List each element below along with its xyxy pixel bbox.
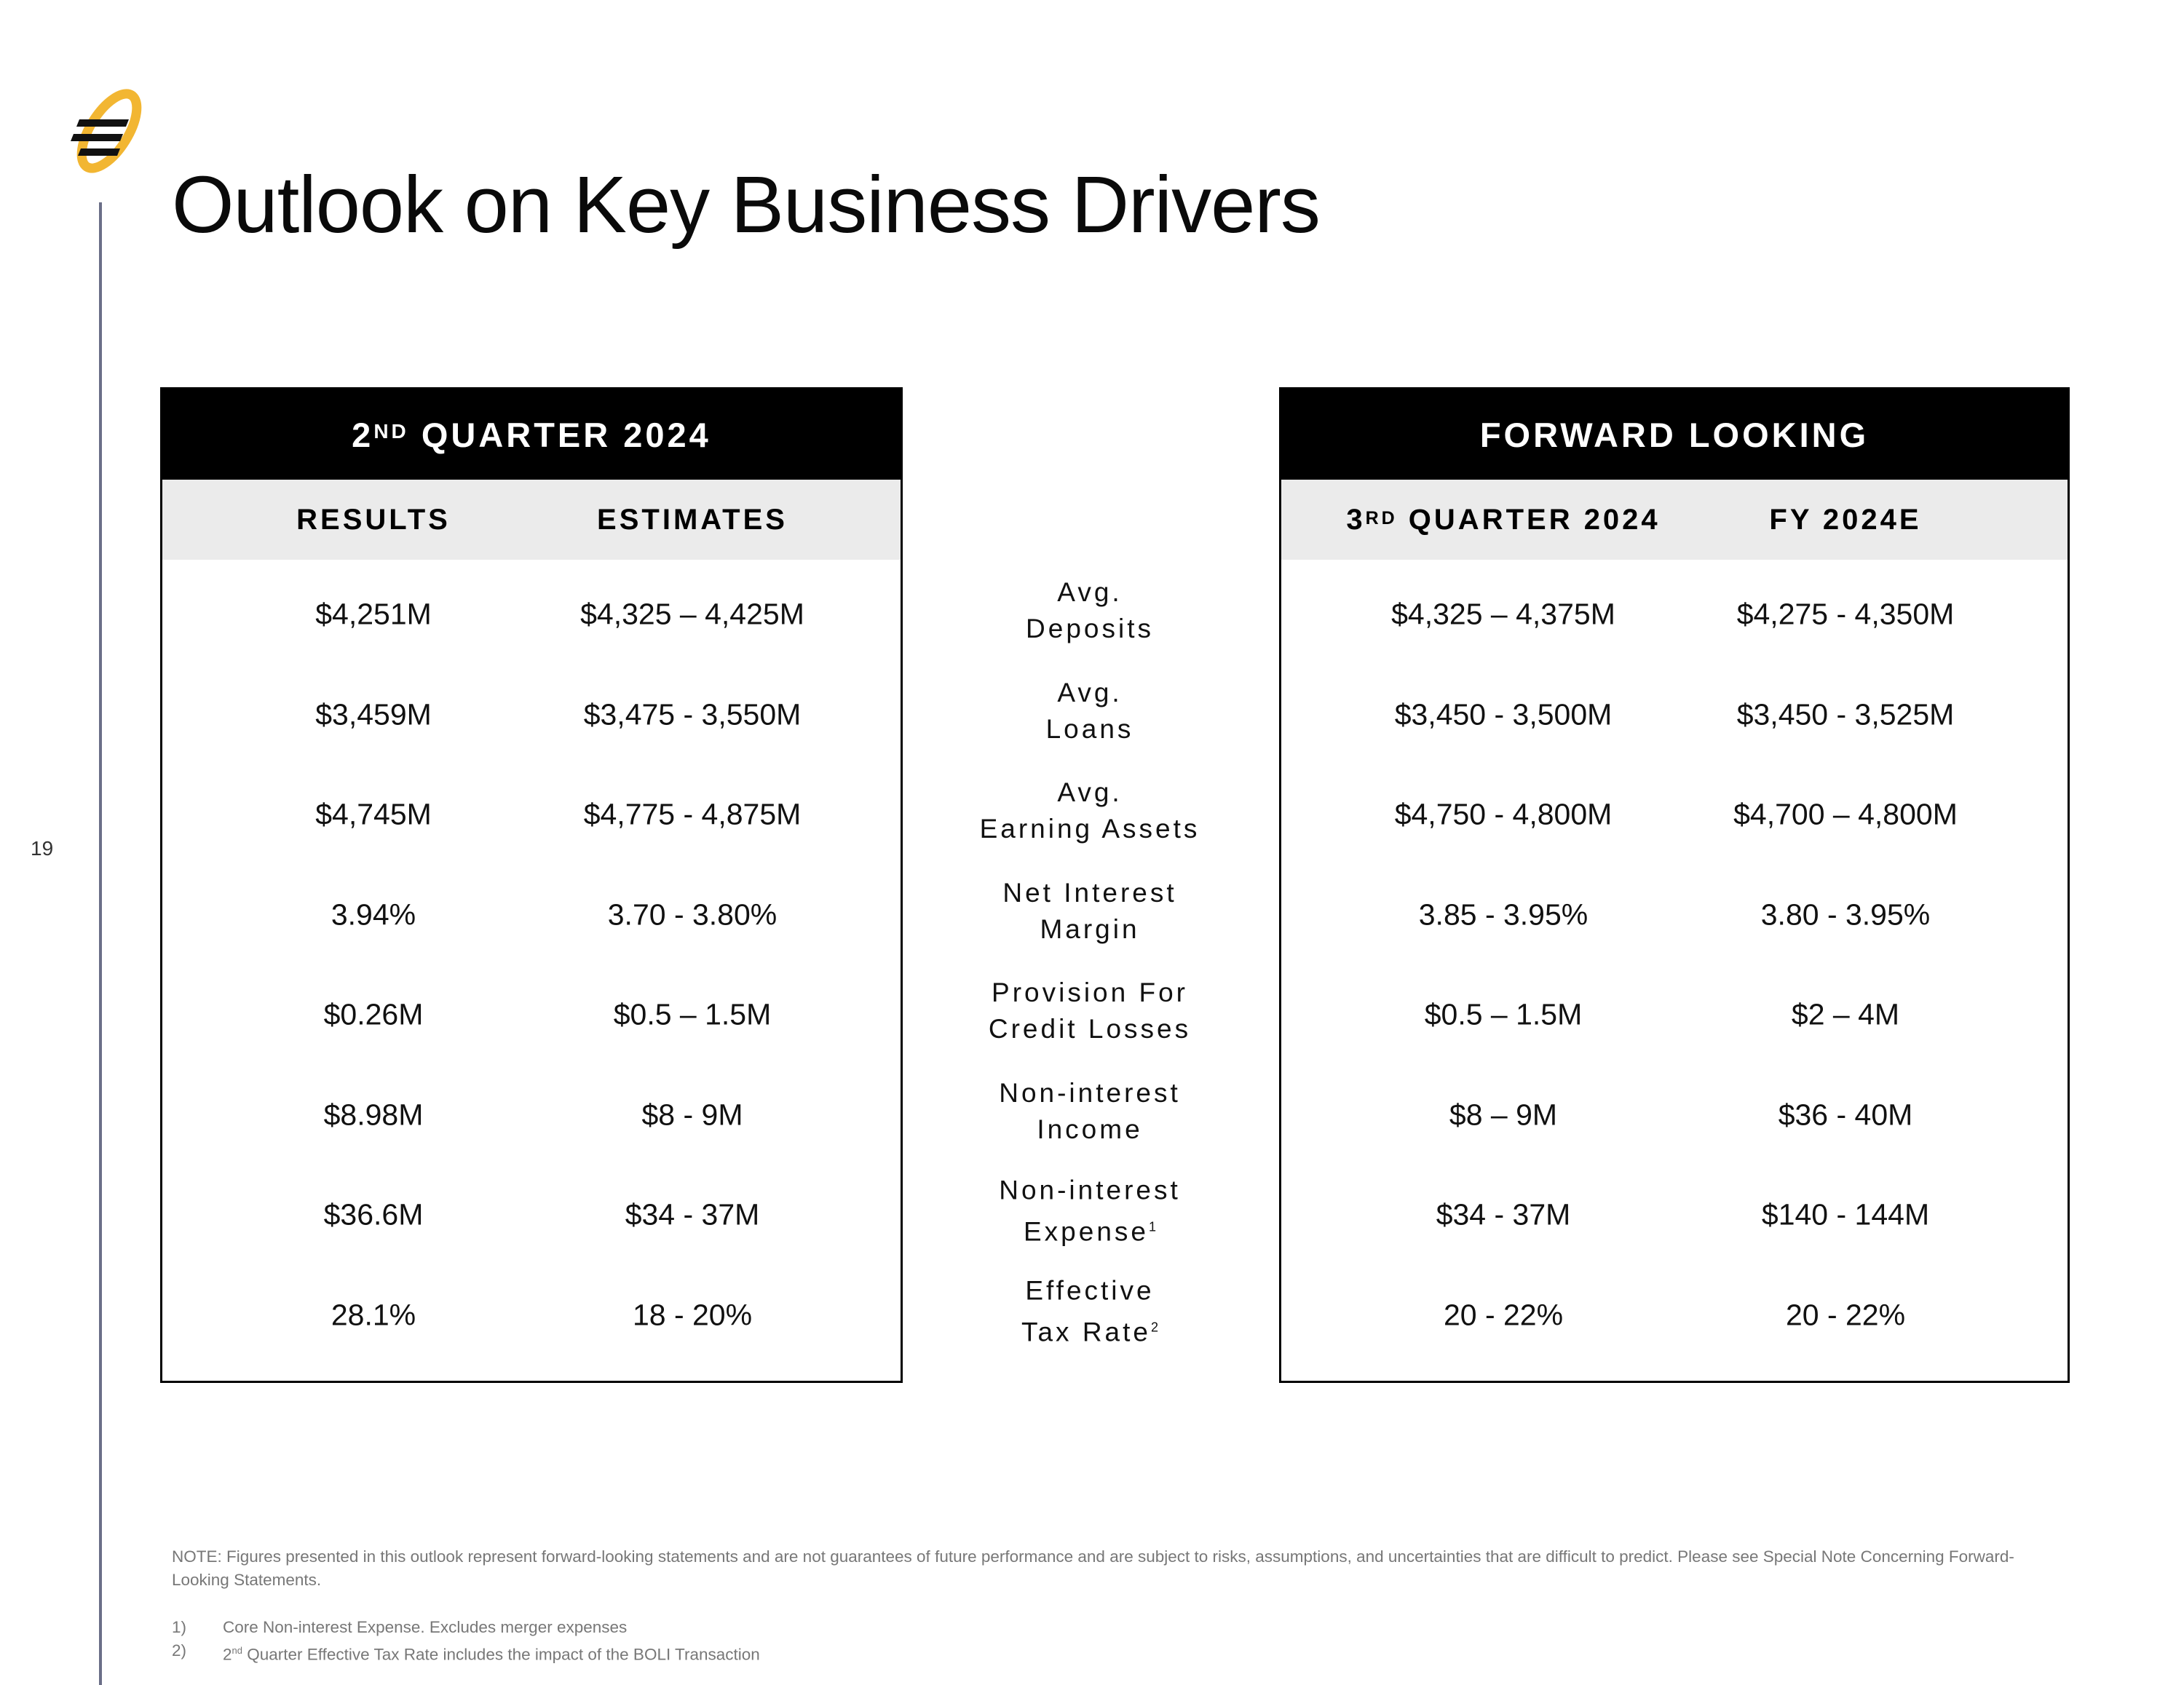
metric-label-line2: Margin — [1040, 913, 1140, 944]
results-value: $4,745M — [315, 797, 432, 831]
bank-logo — [69, 86, 149, 181]
metric-label-line2-wrapper: Income — [999, 1111, 1181, 1148]
metric-label-line2: Income — [1037, 1114, 1143, 1144]
results-value: $36.6M — [323, 1197, 424, 1232]
estimates-value: $4,775 - 4,875M — [583, 797, 802, 831]
footnote-text: Core Non-interest Expense. Excludes merg… — [223, 1618, 628, 1636]
metric-label-line1: Avg. — [1057, 577, 1123, 607]
metric-label-line1: Net Interest — [1002, 877, 1177, 908]
second-quarter-panel: 2 ND QUARTER 2024 RESULTS ESTIMATES $4,25… — [160, 387, 903, 1383]
footnote-text-end: Quarter Effective Tax Rate includes the … — [242, 1645, 760, 1664]
fy-2024e-value: 20 - 22% — [1785, 1298, 1906, 1331]
results-value: 28.1% — [331, 1298, 416, 1331]
q3-2024-value: $4,750 - 4,800M — [1394, 797, 1613, 831]
fy-2024e-value: $140 - 144M — [1761, 1197, 1930, 1232]
q3-ordinal-suffix: RD — [1365, 507, 1398, 528]
fy-2024e-value: $3,450 - 3,525M — [1736, 697, 1955, 731]
fy-2024e-value: 3.80 - 3.95% — [1760, 897, 1931, 931]
metric-label: Avg. Earning Assets — [980, 774, 1200, 847]
metric-label-line2: Expense — [1023, 1216, 1149, 1247]
results-value: $8.98M — [323, 1098, 424, 1131]
estimates-value: 3.70 - 3.80% — [607, 897, 778, 931]
footnote-number: 2) — [172, 1641, 187, 1660]
results-value: $4,251M — [315, 597, 432, 631]
q3-2024-value: $0.5 – 1.5M — [1424, 997, 1583, 1031]
metric-label-line2-wrapper: Tax Rate2 — [1021, 1309, 1158, 1350]
metric-label-line1: Provision For — [992, 978, 1188, 1007]
fy-2024e-value: $4,275 - 4,350M — [1736, 597, 1955, 631]
column-headers: 3 RD QUARTER 2024 FY 2024E — [1281, 480, 2068, 560]
metric-label-line2: Earning Assets — [979, 814, 1200, 844]
header-ordinal-suffix: ND — [373, 420, 409, 443]
metric-label-line2-wrapper: Loans — [1046, 711, 1134, 748]
estimates-value: 18 - 20% — [632, 1298, 753, 1331]
right-data-rows: $4,325 – 4,375M $4,275 - 4,350M $3,450 - 3… — [1281, 560, 2068, 1381]
footnote-number: 1) — [172, 1618, 187, 1636]
metric-label-line2: Tax Rate — [1021, 1317, 1151, 1347]
metric-label: Net Interest Margin — [1002, 875, 1176, 948]
q3-column-header: 3 RD QUARTER 2024 — [1346, 480, 1660, 560]
results-value: $0.26M — [323, 997, 424, 1031]
results-value: 3.94% — [331, 897, 416, 931]
header-title: QUARTER 2024 — [408, 415, 711, 454]
metric-label: Non-interest Income — [999, 1075, 1181, 1148]
estimates-column-header: ESTIMATES — [597, 503, 788, 536]
estimates-value: $0.5 – 1.5M — [613, 997, 772, 1031]
metric-label-line1: Avg. — [1057, 777, 1123, 807]
forward-looking-header: FORWARD LOOKING — [1281, 389, 2068, 480]
fy-2024e-value: $36 - 40M — [1778, 1098, 1913, 1131]
metric-label: Avg. Loans — [1046, 675, 1134, 748]
results-value: $3,459M — [315, 697, 432, 731]
metric-label-line2-wrapper: Earning Assets — [980, 811, 1200, 847]
estimates-value: $34 - 37M — [625, 1197, 760, 1232]
fy-column-header: FY 2024E — [1769, 503, 1922, 536]
metric-label: Effective Tax Rate2 — [1021, 1272, 1158, 1350]
estimates-value: $8 - 9M — [641, 1098, 743, 1131]
page-number: 19 — [31, 837, 54, 860]
metric-label-line2-wrapper: Deposits — [1026, 611, 1154, 647]
footnote-text: 2nd Quarter Effective Tax Rate includes … — [223, 1639, 760, 1667]
metric-label-line2: Loans — [1045, 713, 1134, 744]
left-data-rows: $4,251M $4,325 – 4,425M $3,459M $3,475 - 3,… — [162, 560, 901, 1381]
footnote-marker: 2 — [1151, 1319, 1159, 1334]
metric-label: Provision For Credit Losses — [989, 975, 1191, 1047]
fy-2024e-value: $4,700 – 4,800M — [1733, 797, 1958, 831]
metric-label-line2: Deposits — [1026, 614, 1154, 643]
column-headers: RESULTS ESTIMATES — [162, 480, 901, 560]
q3-2024-value: 3.85 - 3.95% — [1418, 897, 1588, 931]
estimates-value: $3,475 - 3,550M — [583, 697, 802, 731]
accent-divider-line — [99, 202, 102, 1685]
forward-looking-panel: FORWARD LOOKING 3 RD QUARTER 2024 FY 2024… — [1279, 387, 2070, 1383]
estimates-value: $4,325 – 4,425M — [580, 597, 804, 631]
metric-label: Non-interest Expense1 — [999, 1172, 1181, 1250]
q3-2024-value: $34 - 37M — [1436, 1197, 1571, 1232]
second-quarter-header: 2 ND QUARTER 2024 — [162, 389, 901, 480]
metric-label-line2-wrapper: Credit Losses — [989, 1011, 1191, 1047]
q3-title: QUARTER 2024 — [1397, 503, 1661, 536]
footnote-2: 2) 2nd Quarter Effective Tax Rate includ… — [172, 1639, 760, 1667]
footnote-text-start: 2 — [223, 1645, 232, 1664]
results-column-header: RESULTS — [296, 503, 451, 536]
footnotes: 1) Core Non-interest Expense. Excludes m… — [172, 1616, 760, 1667]
metric-label-line2: Credit Losses — [988, 1014, 1192, 1044]
metric-label-line1: Effective — [1025, 1274, 1155, 1305]
metric-label-line1: Avg. — [1057, 677, 1123, 707]
q3-ordinal-number: 3 — [1346, 503, 1366, 536]
q3-2024-value: 20 - 22% — [1443, 1298, 1564, 1331]
q3-2024-value: $3,450 - 3,500M — [1394, 697, 1613, 731]
q3-2024-value: $8 – 9M — [1449, 1098, 1558, 1131]
forward-looking-note: NOTE: Figures presented in this outlook … — [172, 1547, 2014, 1589]
metric-label-line2-wrapper: Expense1 — [999, 1208, 1181, 1250]
fy-2024e-value: $2 – 4M — [1791, 997, 1900, 1031]
metric-label-line2-wrapper: Margin — [1002, 911, 1176, 948]
footnote-1: 1) Core Non-interest Expense. Excludes m… — [172, 1616, 760, 1639]
metric-label-line1: Non-interest — [999, 1175, 1181, 1205]
q3-2024-value: $4,325 – 4,375M — [1391, 597, 1615, 631]
metric-label-line1: Non-interest — [999, 1077, 1181, 1108]
footnote-marker: 1 — [1148, 1219, 1156, 1234]
page-title: Outlook on Key Business Drivers — [172, 160, 1321, 250]
header-ordinal-number: 2 — [352, 415, 374, 454]
footnote-superscript: nd — [232, 1645, 242, 1656]
metric-label: Avg. Deposits — [1026, 574, 1154, 647]
